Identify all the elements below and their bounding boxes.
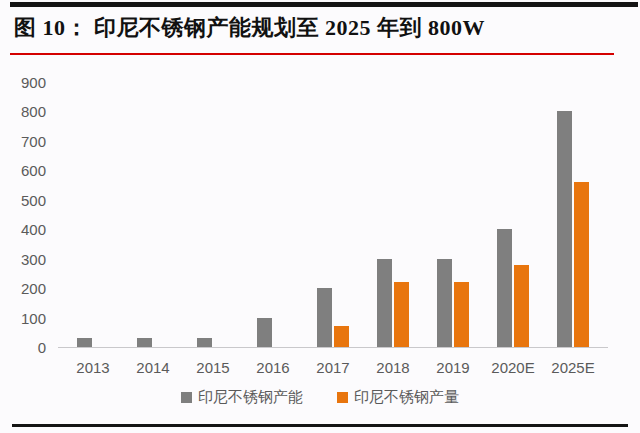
y-tick-label: 600 <box>6 163 46 178</box>
bar-production-2018 <box>394 282 409 347</box>
y-tick-label: 0 <box>6 340 46 355</box>
bar-capacity-2020E <box>497 229 512 347</box>
bar-capacity-2015 <box>197 338 212 347</box>
x-tick-label-2013: 2013 <box>63 359 123 376</box>
y-tick-label: 300 <box>6 252 46 267</box>
x-tick-label-2018: 2018 <box>363 359 423 376</box>
y-tick-label: 800 <box>6 104 46 119</box>
x-tick-label-2016: 2016 <box>243 359 303 376</box>
bar-production-2019 <box>454 282 469 347</box>
legend-label-capacity: 印尼不锈钢产能 <box>198 388 303 407</box>
legend-swatch-production-icon <box>337 392 348 403</box>
bar-production-2025E <box>574 182 589 347</box>
x-tick-label-2015: 2015 <box>183 359 243 376</box>
top-black-rule <box>10 2 638 7</box>
chart-title: 图 10： 印尼不锈钢产能规划至 2025 年到 800W <box>14 14 634 42</box>
y-tick-label: 500 <box>6 193 46 208</box>
legend-label-production: 印尼不锈钢产量 <box>354 388 459 407</box>
y-tick-label: 400 <box>6 222 46 237</box>
bar-production-2017 <box>334 326 349 347</box>
y-tick-label: 200 <box>6 281 46 296</box>
bar-production-2020E <box>514 265 529 347</box>
y-tick-label: 900 <box>6 75 46 90</box>
x-tick-label-2017: 2017 <box>303 359 363 376</box>
bar-capacity-2019 <box>437 259 452 347</box>
bar-capacity-2018 <box>377 259 392 347</box>
bar-capacity-2017 <box>317 288 332 347</box>
bar-capacity-2014 <box>137 338 152 347</box>
x-tick-label-2020E: 2020E <box>483 359 543 376</box>
legend-swatch-capacity-icon <box>181 392 192 403</box>
bar-capacity-2016 <box>257 318 272 347</box>
y-tick-label: 100 <box>6 311 46 326</box>
bar-chart-plot-area: 0 100 200 300 400 500 600 700 800 900 201320142015… <box>0 60 640 380</box>
x-tick-label-2014: 2014 <box>123 359 183 376</box>
bar-capacity-2025E <box>557 111 572 347</box>
title-red-underline <box>10 53 614 55</box>
x-tick-label-2025E: 2025E <box>543 359 603 376</box>
y-tick-label: 700 <box>6 134 46 149</box>
legend-item-production: 印尼不锈钢产量 <box>337 388 459 407</box>
x-axis-line <box>58 347 608 348</box>
bottom-black-rule <box>12 424 628 427</box>
x-tick-label-2019: 2019 <box>423 359 483 376</box>
legend-item-capacity: 印尼不锈钢产能 <box>181 388 303 407</box>
chart-legend: 印尼不锈钢产能 印尼不锈钢产量 <box>0 388 640 407</box>
bar-capacity-2013 <box>77 338 92 347</box>
